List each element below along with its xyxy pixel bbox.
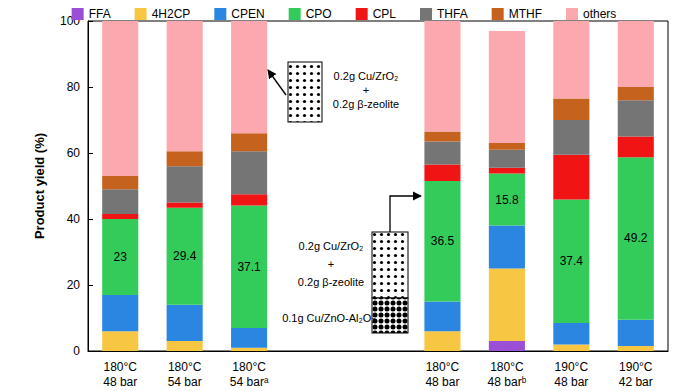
svg-text:37.4: 37.4 (560, 254, 584, 268)
svg-text:40: 40 (67, 212, 81, 226)
svg-text:CPEN: CPEN (231, 7, 264, 21)
svg-text:180°C: 180°C (490, 360, 524, 374)
svg-text:others: others (583, 7, 616, 21)
svg-text:60: 60 (67, 146, 81, 160)
svg-text:180°C: 180°C (426, 360, 460, 374)
svg-text:190°C: 190°C (619, 360, 653, 374)
svg-text:48 bar: 48 bar (554, 375, 588, 389)
svg-text:CPO: CPO (306, 7, 332, 21)
svg-text:37.1: 37.1 (237, 260, 261, 274)
svg-text:190°C: 190°C (555, 360, 589, 374)
svg-text:36.5: 36.5 (431, 234, 455, 248)
svg-text:180°C: 180°C (232, 360, 266, 374)
svg-text:54 bar: 54 bar (168, 375, 202, 389)
svg-text:100: 100 (60, 14, 80, 28)
svg-text:0.1g Cu/ZnO-Al₂O₃: 0.1g Cu/ZnO-Al₂O₃ (282, 312, 376, 324)
svg-text:Product yield (%): Product yield (%) (32, 133, 47, 239)
svg-text:FFA: FFA (89, 7, 111, 21)
svg-text:0.2g Cu/ZrO₂+0.2g β-zeolite: 0.2g Cu/ZrO₂+0.2g β-zeolite (298, 240, 364, 288)
svg-text:80: 80 (67, 80, 81, 94)
svg-text:48 barᵇ: 48 barᵇ (488, 375, 527, 389)
svg-text:49.2: 49.2 (624, 231, 648, 245)
svg-text:0.2g Cu/ZrO₂+0.2g β-zeolite: 0.2g Cu/ZrO₂+0.2g β-zeolite (333, 70, 399, 110)
svg-text:20: 20 (67, 278, 81, 292)
svg-text:15.8: 15.8 (495, 193, 519, 207)
svg-text:42 bar: 42 bar (619, 375, 653, 389)
svg-text:THFA: THFA (437, 7, 468, 21)
svg-text:48 bar: 48 bar (425, 375, 459, 389)
svg-text:54 barᵃ: 54 barᵃ (230, 375, 269, 389)
svg-text:48 bar: 48 bar (103, 375, 137, 389)
svg-text:CPL: CPL (373, 7, 397, 21)
svg-text:23: 23 (114, 250, 128, 264)
svg-text:0: 0 (73, 344, 80, 358)
svg-text:29.4: 29.4 (173, 249, 197, 263)
svg-text:4H2CP: 4H2CP (152, 7, 191, 21)
svg-text:180°C: 180°C (168, 360, 202, 374)
svg-text:180°C: 180°C (103, 360, 137, 374)
svg-text:MTHF: MTHF (509, 7, 542, 21)
